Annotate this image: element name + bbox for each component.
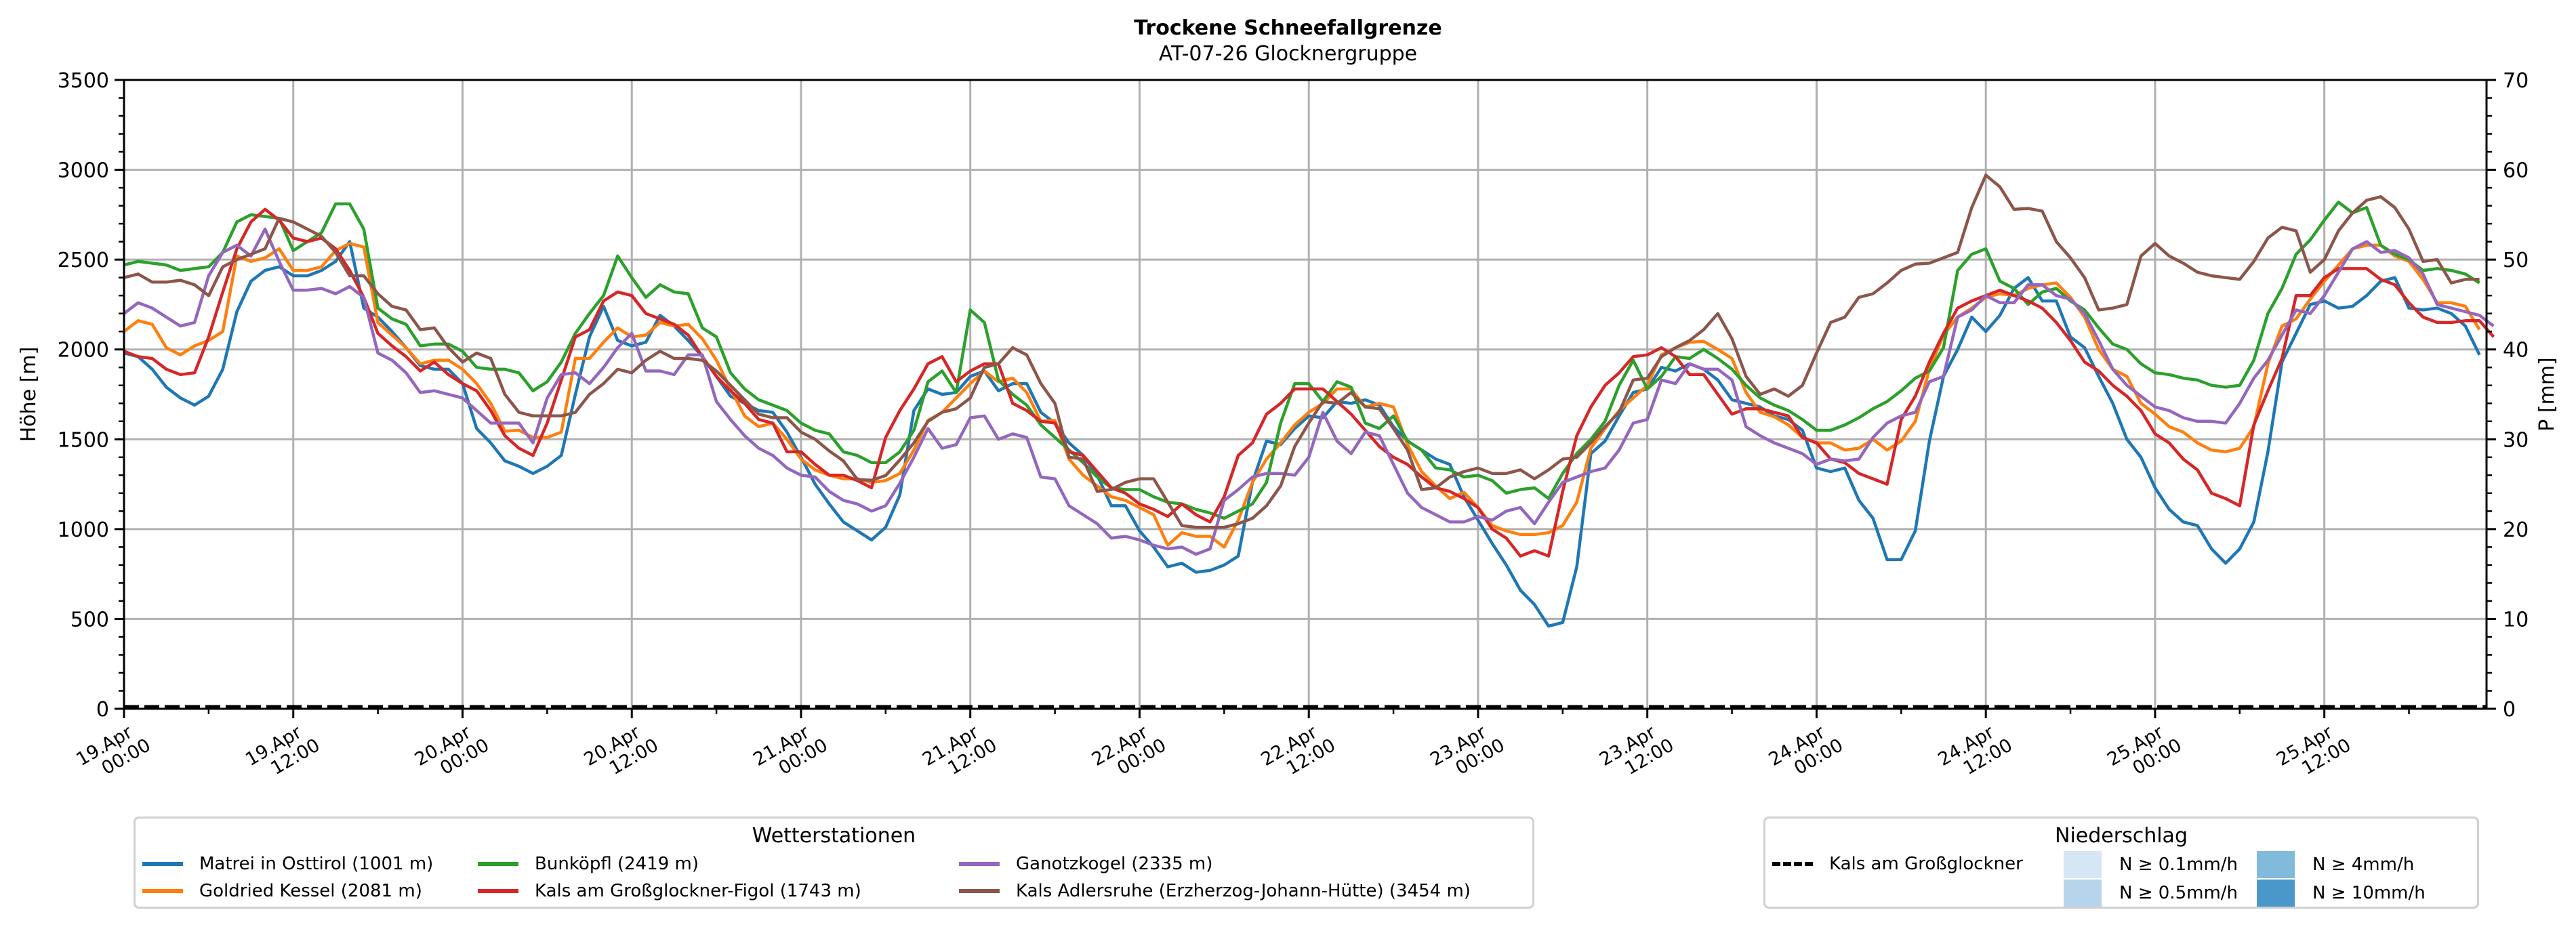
legend-line-swatch bbox=[478, 862, 518, 866]
legend-line-swatch bbox=[142, 889, 183, 893]
x-tick-label: 22.Apr00:00 bbox=[1088, 717, 1170, 788]
legend-item-station: Matrei in Osttirol (1001 m) bbox=[142, 854, 433, 874]
x-tick-label: 23.Apr12:00 bbox=[1596, 717, 1677, 788]
y-tick-label-left: 0 bbox=[96, 698, 109, 722]
legend-line-swatch bbox=[959, 889, 1000, 893]
legend-item-precip-class: N ≥ 0.1mm/h bbox=[2064, 851, 2238, 878]
axes bbox=[123, 79, 2488, 710]
legend-label: N ≥ 10mm/h bbox=[2312, 883, 2426, 903]
legend-box-swatch bbox=[2064, 880, 2102, 907]
legend-label: Matrei in Osttirol (1001 m) bbox=[199, 854, 434, 874]
plot-frame bbox=[123, 79, 2488, 710]
series-line-5 bbox=[123, 173, 2480, 529]
legend-item-precip-line: Kals am Großglockner bbox=[1772, 854, 2023, 874]
legend-stations: Wetterstationen Matrei in Osttirol (1001… bbox=[134, 817, 1534, 909]
series-line-4 bbox=[123, 227, 2495, 556]
legend-item-precip-class: N ≥ 10mm/h bbox=[2257, 880, 2426, 907]
y-tick-label-left: 3000 bbox=[58, 159, 109, 183]
x-tick-label: 20.Apr12:00 bbox=[581, 717, 662, 788]
series-line-3 bbox=[123, 207, 2495, 558]
legend-label: Bunköpfl (2419 m) bbox=[535, 854, 699, 874]
x-tick-label: 19.Apr12:00 bbox=[242, 717, 323, 788]
series-line-2 bbox=[123, 201, 2480, 520]
legend-label: Goldried Kessel (2081 m) bbox=[199, 881, 422, 901]
legend-item-precip-class: N ≥ 4mm/h bbox=[2257, 851, 2414, 878]
legend-label: N ≥ 4mm/h bbox=[2312, 854, 2415, 875]
x-tick-label: 23.Apr00:00 bbox=[1427, 717, 1508, 788]
legend-line-swatch bbox=[478, 889, 518, 893]
legend-item-station: Bunköpfl (2419 m) bbox=[478, 854, 699, 874]
x-tick-label: 20.Apr00:00 bbox=[411, 717, 493, 788]
x-tick-label: 22.Apr12:00 bbox=[1258, 717, 1339, 788]
legend-item-station: Kals am Großglockner-Figol (1743 m) bbox=[478, 881, 861, 901]
x-tick-label: 24.Apr12:00 bbox=[1935, 717, 2016, 788]
series-line-0 bbox=[123, 240, 2481, 628]
legend-item-precip-class: N ≥ 0.5mm/h bbox=[2064, 880, 2238, 907]
y-tick-label-left: 500 bbox=[70, 608, 109, 632]
legend-label: N ≥ 0.1mm/h bbox=[2119, 854, 2238, 875]
legend-label: Ganotzkogel (2335 m) bbox=[1016, 854, 1213, 874]
y-tick-label-right: 40 bbox=[2503, 339, 2529, 363]
y-tick-label-right: 30 bbox=[2503, 428, 2529, 452]
series-group bbox=[123, 173, 2495, 628]
x-tick-label: 25.Apr00:00 bbox=[2104, 717, 2185, 788]
legend-precipitation: Niederschlag Kals am Großglockner N ≥ 0.… bbox=[1763, 817, 2479, 909]
x-tick-label: 21.Apr12:00 bbox=[919, 717, 1000, 788]
x-tick-label: 25.Apr12:00 bbox=[2273, 717, 2354, 788]
legend-label: Kals Adlersruhe (Erzherzog-Johann-Hütte)… bbox=[1016, 881, 1471, 901]
legend-label: Kals am Großglockner bbox=[1829, 854, 2023, 874]
chart-subtitle: AT-07-26 Glocknergruppe bbox=[1158, 42, 1418, 66]
x-tick-label: 24.Apr00:00 bbox=[1765, 717, 1847, 788]
legend-item-station: Goldried Kessel (2081 m) bbox=[142, 881, 422, 901]
legend-box-swatch bbox=[2064, 851, 2102, 878]
y-tick-label-right: 0 bbox=[2503, 698, 2516, 722]
legend-line-swatch bbox=[959, 862, 1000, 866]
legend-box-swatch bbox=[2257, 851, 2295, 878]
legend-label: Kals am Großglockner-Figol (1743 m) bbox=[535, 881, 861, 901]
y-axis-label-left: Höhe [m] bbox=[17, 347, 41, 442]
y-axis-label-right: P [mm] bbox=[2535, 357, 2559, 431]
chart-title: Trockene Schneefallgrenze bbox=[1134, 16, 1442, 40]
legend-stations-title: Wetterstationen bbox=[752, 824, 916, 848]
y-tick-label-right: 50 bbox=[2503, 249, 2529, 272]
series-line-1 bbox=[123, 242, 2481, 549]
legend-label: N ≥ 0.5mm/h bbox=[2119, 883, 2238, 903]
legend-line-swatch bbox=[142, 862, 183, 866]
y-tick-label-right: 20 bbox=[2503, 518, 2529, 542]
legend-box-swatch bbox=[2257, 880, 2295, 907]
y-tick-label-right: 10 bbox=[2503, 608, 2529, 632]
ticks: 0 500 1000 1500 2000 2500 3000 3500 0 10 20 30 40 50 6… bbox=[58, 69, 2529, 788]
y-tick-label-left: 2500 bbox=[58, 249, 109, 272]
y-tick-label-left: 2000 bbox=[58, 339, 109, 363]
y-tick-label-left: 3500 bbox=[58, 69, 109, 93]
y-tick-label-left: 1000 bbox=[58, 518, 109, 542]
legend-item-station: Kals Adlersruhe (Erzherzog-Johann-Hütte)… bbox=[959, 881, 1471, 901]
y-tick-label-right: 70 bbox=[2503, 69, 2529, 93]
legend-item-station: Ganotzkogel (2335 m) bbox=[959, 854, 1212, 874]
x-tick-label: 19.Apr00:00 bbox=[73, 717, 154, 788]
grid bbox=[124, 80, 2487, 709]
x-tick-label: 21.Apr00:00 bbox=[750, 717, 831, 788]
legend-dash-swatch bbox=[1772, 862, 1813, 866]
legend-precipitation-title: Niederschlag bbox=[2055, 824, 2188, 848]
y-tick-label-left: 1500 bbox=[58, 428, 109, 452]
y-tick-label-right: 60 bbox=[2503, 159, 2529, 183]
